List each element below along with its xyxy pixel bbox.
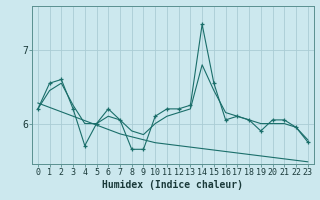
X-axis label: Humidex (Indice chaleur): Humidex (Indice chaleur) [102,180,243,190]
